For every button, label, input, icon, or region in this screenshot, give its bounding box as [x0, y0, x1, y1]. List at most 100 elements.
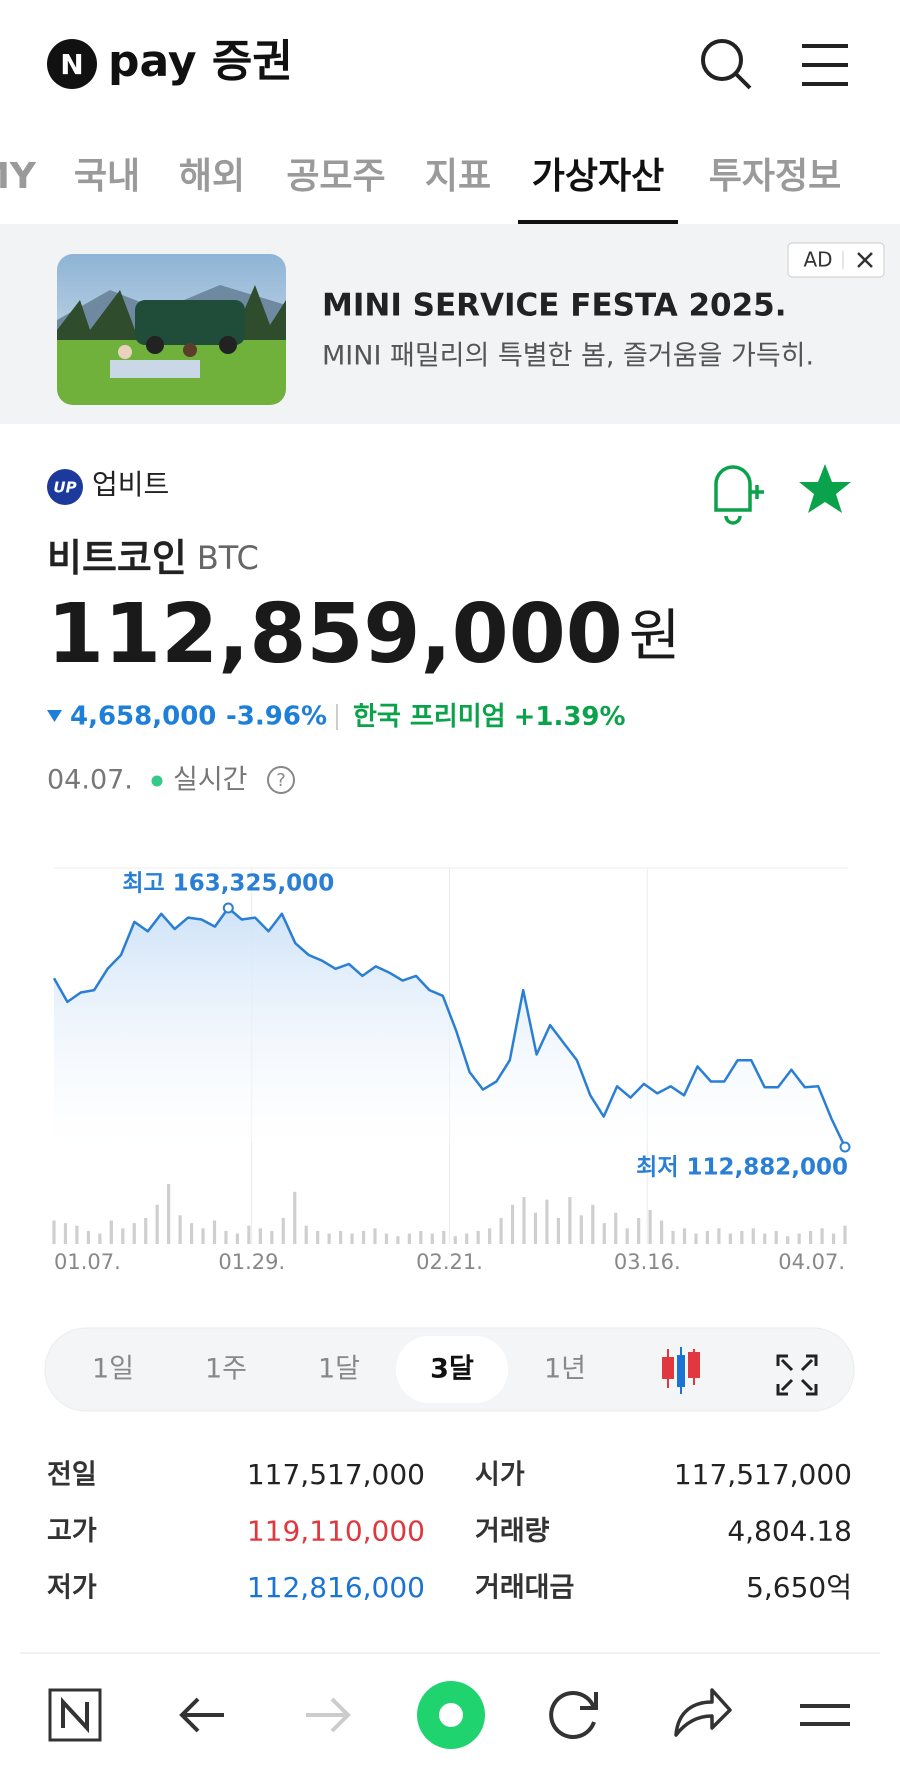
volume-bar [419, 1230, 423, 1244]
nav-share[interactable] [674, 1688, 732, 1737]
nav-menu[interactable] [800, 1704, 850, 1726]
help-icon-text: ? [276, 770, 286, 791]
ad-subtitle: MINI 패밀리의 특별한 봄, 즐거움을 가득히. [322, 341, 814, 372]
tab[interactable]: 국내 [74, 156, 140, 197]
nav-home[interactable] [48, 1688, 102, 1742]
volume-bar [625, 1228, 629, 1244]
volume-bar [453, 1236, 457, 1244]
low-label: 최저 112,882,000 [636, 1155, 848, 1181]
volume-bar [786, 1236, 790, 1244]
period-active [396, 1336, 508, 1403]
stats: 전일 117,517,000 시가 117,517,000 고가 119,110,000 거… [47, 1458, 852, 1604]
period[interactable]: 1일 [92, 1354, 134, 1385]
candle-icon[interactable] [662, 1347, 700, 1394]
volume-bar [155, 1204, 159, 1244]
change: 4,658,000 [70, 702, 216, 732]
volume-bar [476, 1230, 480, 1244]
logo[interactable]: N pay 증권 [47, 36, 293, 89]
volume-bar [545, 1199, 549, 1244]
tab[interactable]: 투자정보 [709, 156, 841, 197]
volume-bar [774, 1230, 778, 1244]
volume-bar [407, 1233, 411, 1244]
exchange-logo [47, 469, 83, 505]
stat-label: 고가 [47, 1516, 97, 1547]
ad-close[interactable] [857, 252, 873, 268]
stat-label: 저가 [47, 1573, 97, 1604]
volume-bar [75, 1225, 79, 1244]
favorite-icon[interactable] [799, 464, 851, 513]
search-icon[interactable] [701, 39, 752, 90]
volume-bar [281, 1217, 285, 1244]
volume-bar [167, 1184, 171, 1244]
tab[interactable]: 지표 [425, 156, 491, 197]
nav-green[interactable] [417, 1681, 485, 1749]
alert-icon[interactable] [714, 465, 764, 525]
volume-bar [212, 1220, 217, 1244]
nav-refresh[interactable] [549, 1691, 598, 1739]
premium-value: +1.39% [514, 702, 626, 732]
volume-bar [293, 1191, 297, 1244]
volume-bar [270, 1230, 274, 1244]
stat-value: 112,816,000 [247, 1571, 425, 1604]
tab[interactable]: MY [0, 156, 37, 197]
stat-value: 117,517,000 [247, 1458, 425, 1491]
volume-bar [189, 1223, 194, 1244]
volume-bar [705, 1230, 710, 1244]
exchange-name: 업비트 [92, 468, 169, 501]
volume-bar [568, 1197, 572, 1244]
stat-label: 거래대금 [475, 1573, 574, 1604]
high-marker [222, 902, 234, 914]
x-tick-label: 04.07. [778, 1250, 845, 1274]
stat-label: 시가 [475, 1460, 525, 1491]
stat-label: 전일 [47, 1460, 97, 1491]
stat-label: 거래량 [475, 1516, 550, 1547]
volume-bar [258, 1228, 262, 1244]
asset-name: 비트코인 BTC [47, 536, 259, 580]
tab-underline [518, 220, 678, 224]
menu-icon[interactable] [802, 44, 848, 86]
volume-bar [350, 1233, 354, 1244]
volume-bar [556, 1217, 561, 1244]
stat-value: 117,517,000 [674, 1458, 852, 1491]
nav-forward[interactable] [306, 1697, 351, 1733]
tab[interactable]: 가상자산 [532, 156, 664, 197]
volume-bar [247, 1225, 251, 1244]
volume-bar [52, 1220, 56, 1244]
ad-badge[interactable] [787, 242, 885, 278]
volume-bar [717, 1228, 721, 1244]
price: 112,859,000 원 [47, 587, 680, 682]
volume-bar [224, 1230, 228, 1244]
period[interactable]: 1주 [205, 1354, 247, 1385]
volume-bar [820, 1228, 824, 1244]
volume-bar [602, 1223, 606, 1244]
period[interactable]: 1년 [544, 1354, 586, 1385]
high-label: 최고 163,325,000 [122, 871, 334, 897]
volume-bar [373, 1228, 377, 1244]
expand-icon[interactable] [776, 1354, 818, 1396]
help-icon[interactable] [267, 766, 295, 794]
volume-bar [201, 1228, 205, 1244]
volume-bar [831, 1233, 836, 1244]
tab[interactable]: 공모주 [286, 156, 385, 197]
volume-bar [396, 1236, 400, 1244]
volume-bar [327, 1233, 331, 1244]
premium-label: 한국 프리미엄 [353, 702, 506, 732]
volume-bar [579, 1215, 583, 1244]
chart: 01.07. 01.29. 02.21. 03.16. 04.07. 최고 163,325… [52, 867, 851, 1274]
date: 04.07. [47, 765, 133, 796]
period[interactable]: 3달 [430, 1354, 474, 1385]
nav-back[interactable] [179, 1697, 224, 1733]
period[interactable]: 1달 [318, 1354, 360, 1385]
price-line [52, 906, 847, 1148]
status: 실시간 [173, 765, 248, 796]
volume-bar [304, 1225, 308, 1244]
volume-bar [384, 1233, 389, 1244]
volume-bar [694, 1233, 698, 1244]
tabs: MY 국내 해외 공모주 지표 가상자산 투자정보 [0, 156, 841, 224]
tab[interactable]: 해외 [179, 156, 245, 197]
volume-bar [86, 1230, 90, 1244]
volume-bar [637, 1217, 641, 1244]
volume-bar [728, 1233, 732, 1244]
volume-bar [591, 1204, 595, 1244]
